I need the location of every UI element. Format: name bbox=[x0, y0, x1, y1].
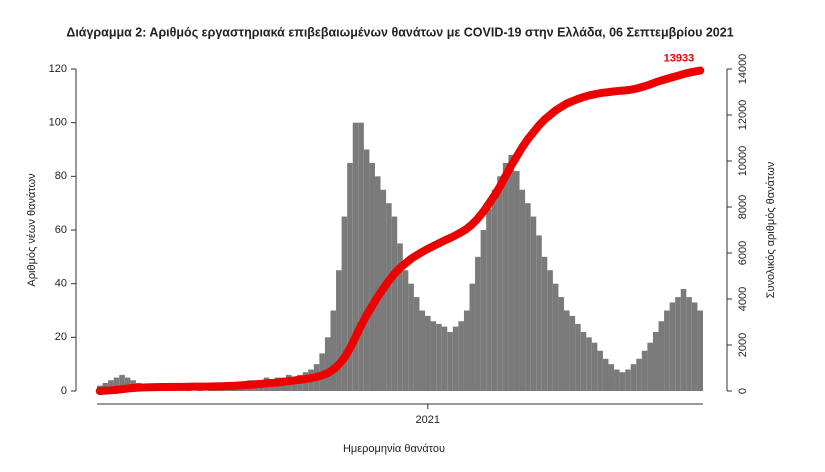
bar bbox=[463, 310, 470, 391]
bar bbox=[652, 331, 659, 391]
bar bbox=[608, 364, 615, 391]
y2-tick-label: 10000 bbox=[737, 146, 749, 177]
y2-tick-label: 6000 bbox=[737, 241, 749, 265]
bar bbox=[680, 289, 687, 391]
bar bbox=[119, 374, 125, 391]
bar bbox=[502, 162, 509, 391]
bar bbox=[425, 315, 431, 391]
bar bbox=[669, 302, 676, 391]
bar bbox=[691, 302, 698, 391]
bar bbox=[497, 176, 503, 391]
y2-tick-label: 0 bbox=[737, 388, 749, 394]
y2-tick-label: 2000 bbox=[737, 333, 749, 357]
bar bbox=[363, 149, 370, 391]
bar bbox=[108, 380, 114, 391]
bar bbox=[636, 358, 642, 391]
bar bbox=[324, 337, 331, 391]
bar bbox=[658, 321, 665, 391]
bar bbox=[452, 326, 459, 391]
bar bbox=[647, 342, 653, 391]
y2-axis-label: Συνολικός αριθμός θανάτων bbox=[765, 161, 777, 298]
x-axis-label: Ημερομηνία θανάτου bbox=[343, 443, 445, 455]
bar bbox=[124, 377, 131, 391]
bar bbox=[558, 297, 565, 391]
bar bbox=[397, 243, 403, 391]
bar bbox=[641, 350, 648, 391]
bar bbox=[469, 283, 476, 391]
bar bbox=[330, 310, 337, 391]
bar bbox=[575, 323, 581, 391]
bar bbox=[475, 256, 481, 391]
bar bbox=[113, 377, 120, 391]
y-axis-label: Αριθμός νέων θανάτων bbox=[26, 173, 38, 287]
bar bbox=[458, 321, 464, 391]
y-tick-label: 120 bbox=[49, 63, 67, 75]
bar bbox=[552, 283, 559, 391]
y-tick-label: 80 bbox=[55, 170, 67, 182]
bar bbox=[486, 208, 492, 391]
bar bbox=[491, 189, 498, 391]
bar bbox=[436, 323, 442, 391]
y-tick-label: 60 bbox=[55, 224, 67, 236]
bar bbox=[664, 310, 670, 391]
y-tick-label: 0 bbox=[61, 385, 67, 397]
bar bbox=[430, 321, 437, 391]
y-tick-label: 20 bbox=[55, 331, 67, 343]
bar bbox=[419, 310, 426, 391]
bar bbox=[347, 162, 353, 391]
bar bbox=[675, 297, 681, 391]
bar bbox=[441, 326, 448, 391]
bar bbox=[569, 315, 576, 391]
bar bbox=[536, 235, 542, 391]
bar bbox=[602, 358, 609, 391]
chart-title: Διάγραμμα 2: Αριθμός εργαστηριακά επιβεβ… bbox=[66, 25, 733, 39]
y2-tick-label: 8000 bbox=[737, 195, 749, 219]
bar bbox=[513, 170, 520, 391]
bar bbox=[564, 310, 570, 391]
bar bbox=[541, 256, 548, 391]
bar bbox=[686, 297, 692, 391]
y2-tick-label: 12000 bbox=[737, 100, 749, 131]
bar bbox=[408, 283, 414, 391]
bar bbox=[597, 350, 603, 391]
bar bbox=[480, 230, 487, 391]
cumulative-line bbox=[95, 66, 705, 395]
bar bbox=[413, 297, 420, 391]
bar bbox=[336, 270, 342, 391]
bar bbox=[358, 122, 364, 392]
y2-tick-label: 4000 bbox=[737, 287, 749, 311]
bar bbox=[630, 364, 637, 391]
bar bbox=[586, 337, 592, 391]
y-tick-label: 40 bbox=[55, 278, 67, 290]
bar bbox=[508, 154, 514, 391]
bar bbox=[402, 270, 409, 391]
bar bbox=[386, 203, 392, 391]
bar bbox=[525, 203, 531, 391]
bar bbox=[580, 331, 587, 391]
x-tick-label: 2021 bbox=[416, 414, 440, 426]
bar bbox=[697, 310, 703, 391]
bar bbox=[447, 331, 453, 391]
bar bbox=[519, 189, 526, 391]
y-tick-label: 100 bbox=[49, 117, 67, 129]
bar bbox=[625, 369, 631, 391]
bar bbox=[591, 342, 598, 391]
bar bbox=[341, 216, 348, 391]
data-label: 13933 bbox=[664, 52, 695, 64]
bar bbox=[547, 270, 553, 391]
bar bbox=[614, 369, 620, 391]
bar bbox=[530, 216, 537, 391]
bar bbox=[619, 372, 626, 391]
bar bbox=[352, 122, 359, 392]
bar bbox=[391, 216, 398, 391]
bar bbox=[374, 176, 381, 391]
y2-tick-label: 14000 bbox=[737, 54, 749, 85]
bar bbox=[369, 162, 375, 391]
